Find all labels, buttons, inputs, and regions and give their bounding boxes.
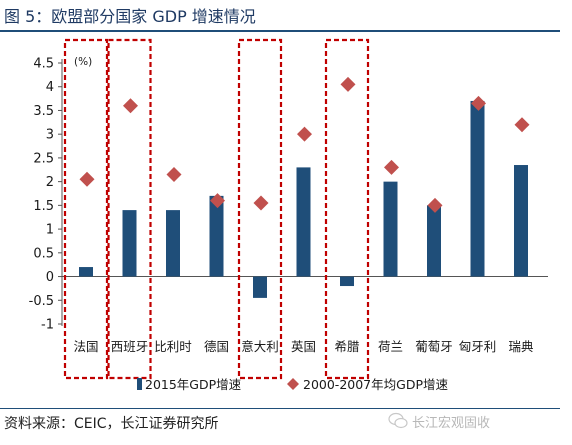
x-tick-label: 匈牙利 — [459, 339, 497, 354]
highlight-box-希腊 — [324, 38, 370, 380]
y-tick-label: 4.5 — [33, 57, 54, 72]
source-note: 资料来源：CEIC，长江证券研究所 — [4, 416, 219, 432]
x-tick-label: 瑞典 — [508, 339, 533, 354]
y-tick-label: 4 — [46, 80, 54, 95]
legend-bar-label: 2015年GDP增速 — [145, 377, 242, 392]
bar-比利时 — [166, 210, 180, 277]
highlight-box-西班牙 — [107, 38, 152, 380]
bar-英国 — [296, 167, 311, 277]
marker-匈牙利 — [471, 95, 486, 111]
footer-rule — [0, 408, 560, 409]
marker-德国 — [210, 193, 225, 209]
wechat-icon — [388, 412, 408, 429]
y-tick-label: -1 — [41, 318, 54, 333]
marker-意大利 — [253, 195, 269, 211]
y-tick-label: 2.5 — [33, 151, 54, 166]
y-tick-label: 0.5 — [33, 246, 54, 261]
x-tick-label: 西班牙 — [111, 339, 149, 354]
x-tick-label: 希腊 — [334, 339, 360, 354]
bar-瑞典 — [514, 165, 528, 277]
unit-label: (%) — [74, 56, 92, 68]
bar-法国 — [79, 267, 93, 277]
gdp-growth-chart: 4.5 4 3.5 3 2.5 2 1.5 1 0.5 0 -0.5 -1 (%) 法国 西班牙 比利时 德国意… — [29, 38, 548, 392]
bar-希腊 — [340, 276, 354, 287]
x-tick-label: 意大利 — [241, 339, 279, 354]
x-tick-label: 法国 — [73, 339, 98, 354]
highlight-box-意大利 — [237, 38, 283, 380]
x-tick-label: 葡萄牙 — [415, 339, 453, 354]
figure-header: 图 5：欧盟部分国家 GDP 增速情况 — [0, 0, 572, 32]
y-tick-label: -0.5 — [29, 294, 54, 309]
y-tick-label: 1 — [46, 223, 54, 238]
highlight-box-法国 — [63, 38, 109, 380]
marker-瑞典 — [514, 117, 530, 133]
y-tick-label: 3 — [46, 128, 54, 143]
watermark: 长江宏观固收 — [412, 416, 491, 431]
y-tick-label: 3.5 — [33, 104, 54, 119]
marker-法国 — [79, 171, 95, 187]
y-tick-label: 0 — [46, 270, 54, 285]
bar-意大利 — [253, 276, 267, 298]
bar-西班牙 — [122, 210, 137, 277]
figure-title: 图 5：欧盟部分国家 GDP 增速情况 — [4, 7, 256, 26]
marker-英国 — [297, 126, 312, 142]
marker-荷兰 — [384, 159, 399, 175]
marker-希腊 — [340, 76, 356, 92]
x-tick-label: 英国 — [291, 339, 316, 354]
bar-葡萄牙 — [427, 205, 441, 277]
bar-匈牙利 — [470, 100, 485, 277]
bar-德国 — [209, 195, 224, 277]
x-tick-label: 荷兰 — [378, 339, 403, 354]
title-underline — [0, 30, 560, 32]
marker-葡萄牙 — [427, 197, 443, 213]
marker-比利时 — [166, 167, 182, 183]
x-tick-label: 德国 — [204, 339, 229, 354]
x-tick-label: 比利时 — [154, 339, 192, 354]
y-tick-label: 2 — [46, 175, 54, 190]
bar-荷兰 — [383, 181, 398, 277]
y-tick-label: 1.5 — [33, 199, 54, 214]
legend-bar-swatch — [137, 378, 142, 390]
legend-marker-swatch — [287, 378, 299, 390]
legend-marker-label: 2000-2007年均GDP增速 — [303, 377, 448, 392]
marker-西班牙 — [123, 98, 138, 114]
